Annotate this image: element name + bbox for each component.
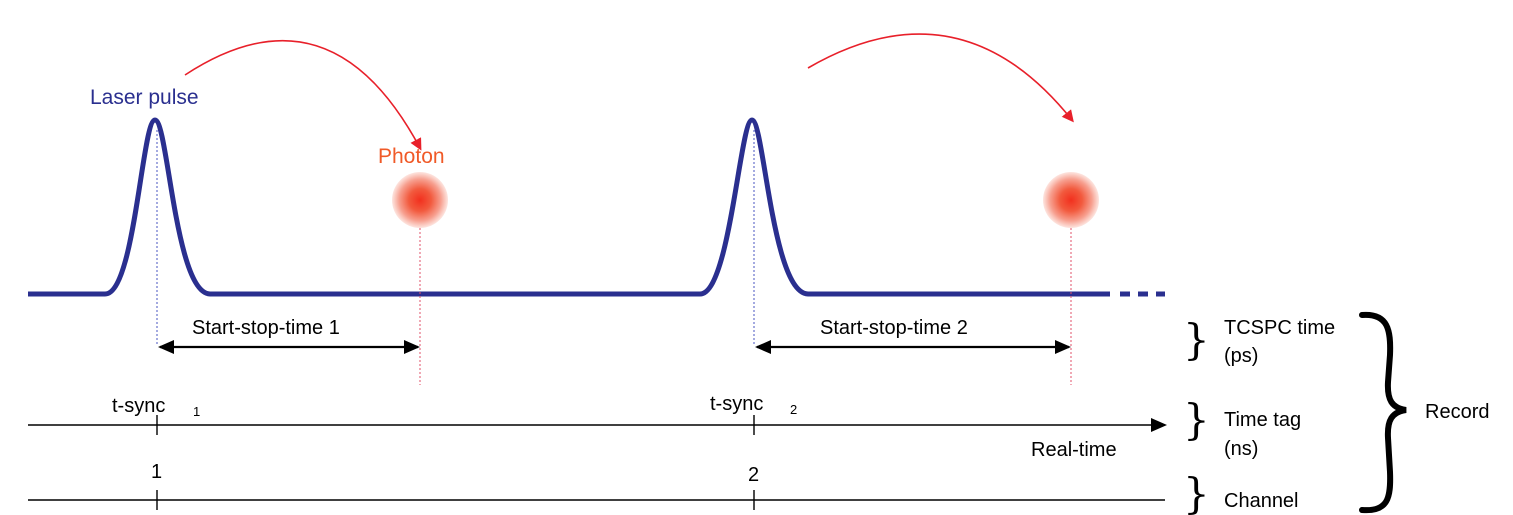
red-arrow-2 [807, 33, 1074, 123]
time-tag-brace: } [1183, 395, 1210, 444]
channel-brace: } [1183, 469, 1210, 515]
time-tag-label: Time tag [1224, 409, 1301, 431]
start-stop-time-2-label: Start-stop-time 2 [820, 317, 968, 339]
real-time-label: Real-time [1031, 439, 1117, 461]
tcspc-brace: } [1183, 315, 1210, 364]
record-brace [1359, 311, 1407, 514]
photon-label: Photon [378, 145, 445, 168]
tcspc-time-label: TCSPC time [1224, 317, 1335, 339]
tsync-1-label: t-sync [112, 395, 165, 417]
start-stop-time-1-label: Start-stop-time 1 [192, 317, 340, 339]
laser-pulse-waveform [28, 117, 1110, 297]
laser-pulse-label: Laser pulse [90, 86, 199, 109]
tcspc-time-unit: (ps) [1224, 345, 1258, 367]
photon-icon-1 [392, 172, 448, 228]
tsync-2-subscript: 2 [790, 402, 797, 417]
photon-icon-2 [1043, 172, 1099, 228]
record-label: Record [1425, 401, 1489, 423]
tsync-2-label: t-sync [710, 393, 763, 415]
channel-1-label: 1 [151, 461, 162, 483]
tsync-1-subscript: 1 [193, 404, 200, 419]
channel-label: Channel [1224, 490, 1299, 512]
channel-2-label: 2 [748, 464, 759, 486]
time-tag-unit: (ns) [1224, 438, 1258, 460]
red-arrow-1 [184, 39, 422, 151]
